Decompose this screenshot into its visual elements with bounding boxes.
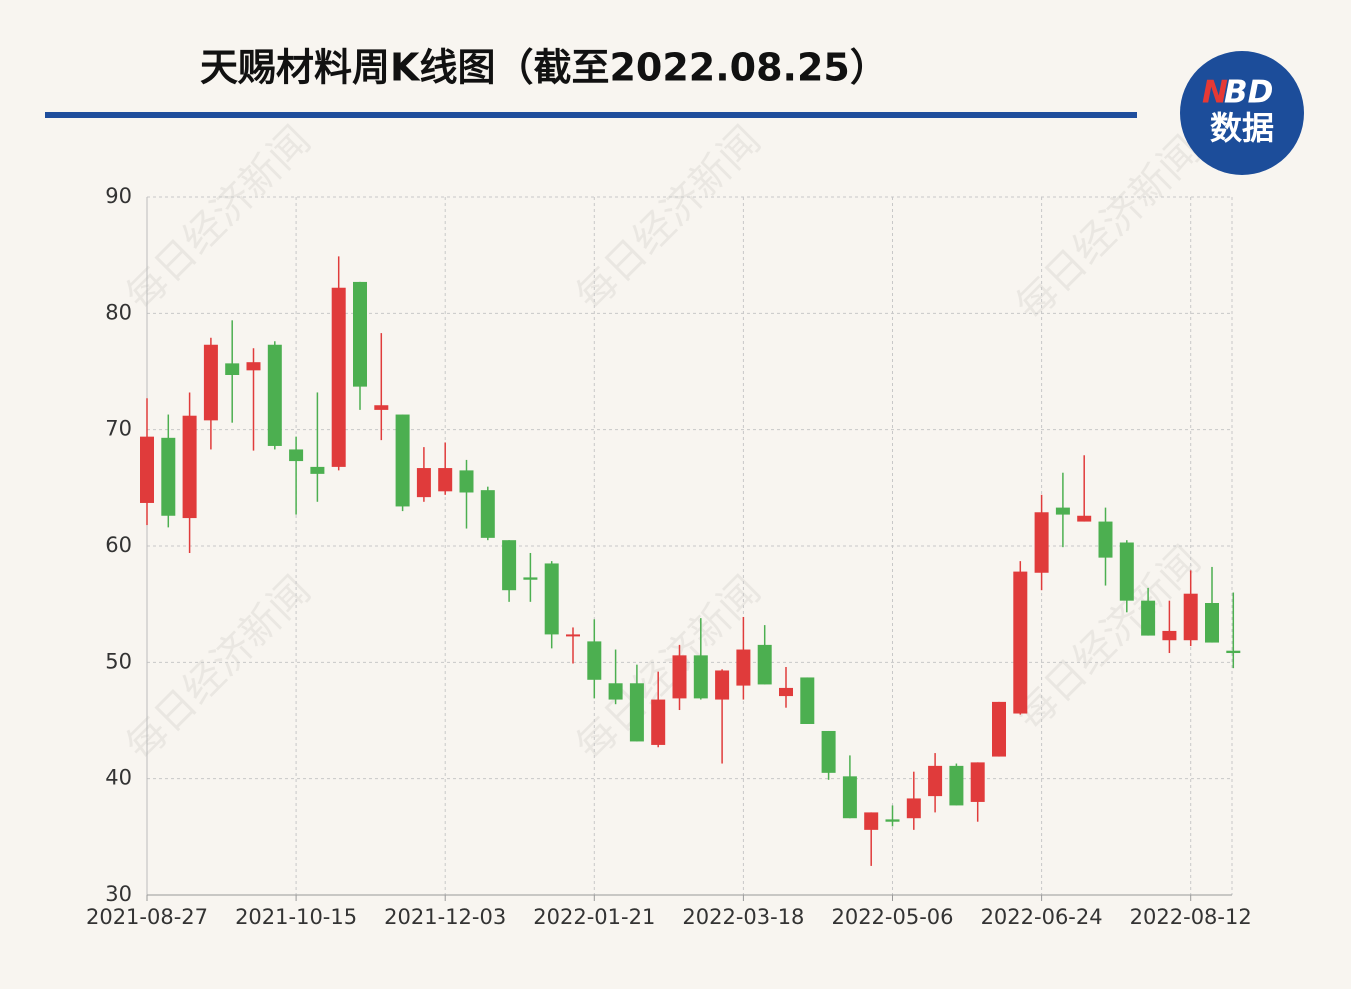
candle-body bbox=[502, 540, 517, 591]
candle-body bbox=[992, 701, 1006, 757]
x-tick-label: 2022-05-06 bbox=[831, 905, 953, 929]
candle-body bbox=[459, 470, 474, 493]
x-tick-label: 2021-08-27 bbox=[86, 905, 208, 929]
candle-body bbox=[949, 765, 964, 806]
x-tick-label: 2022-08-12 bbox=[1130, 905, 1252, 929]
candle-body bbox=[629, 683, 644, 742]
candle-body bbox=[715, 670, 730, 700]
candle-body bbox=[864, 812, 879, 830]
candle-body bbox=[289, 449, 304, 462]
candle-body bbox=[842, 776, 857, 819]
x-tick-label: 2021-10-15 bbox=[235, 905, 357, 929]
candle-body bbox=[651, 699, 666, 745]
candle-body bbox=[1141, 600, 1156, 636]
candle-body bbox=[353, 281, 367, 387]
candle-body bbox=[1013, 571, 1028, 714]
candle-body bbox=[374, 405, 389, 410]
candle-body bbox=[438, 468, 453, 492]
x-tick-label: 2022-03-18 bbox=[682, 905, 804, 929]
x-tick-label: 2022-06-24 bbox=[981, 905, 1103, 929]
candle-body bbox=[906, 798, 921, 819]
candle-body bbox=[779, 687, 793, 697]
y-tick-label: 80 bbox=[105, 300, 132, 324]
y-tick-label: 60 bbox=[105, 533, 132, 557]
y-tick-label: 90 bbox=[105, 184, 132, 208]
y-tick-label: 30 bbox=[105, 882, 132, 906]
y-tick-label: 70 bbox=[105, 417, 132, 441]
logo-text: 数据 bbox=[1210, 109, 1274, 147]
candle-body bbox=[310, 466, 325, 474]
x-tick-label: 2022-01-21 bbox=[533, 905, 655, 929]
candle-body bbox=[140, 436, 154, 503]
candle-body bbox=[566, 634, 580, 637]
candle-body bbox=[246, 362, 261, 371]
candle-body bbox=[672, 655, 687, 699]
candle-body bbox=[757, 644, 772, 685]
candle-body bbox=[1055, 507, 1070, 515]
chart-title: 天赐材料周K线图（截至2022.08.25） bbox=[200, 46, 888, 90]
candle-body bbox=[182, 415, 197, 519]
candle-body bbox=[267, 344, 282, 446]
title-rule bbox=[45, 112, 1137, 118]
candle-body bbox=[161, 437, 176, 516]
candle-body bbox=[1183, 593, 1198, 641]
candle-body bbox=[480, 490, 495, 538]
candle-body bbox=[544, 563, 559, 635]
candle-body bbox=[395, 414, 410, 507]
y-tick-label: 50 bbox=[105, 649, 132, 673]
candle-body bbox=[1226, 650, 1241, 654]
candle-body bbox=[331, 287, 346, 467]
candle-body bbox=[225, 363, 240, 375]
candle-body bbox=[1162, 630, 1177, 641]
candle-body bbox=[1119, 542, 1134, 601]
candle-body bbox=[416, 468, 431, 498]
candle-body bbox=[523, 577, 538, 580]
candle-body bbox=[1077, 515, 1092, 522]
x-tick-label: 2021-12-03 bbox=[384, 905, 506, 929]
candle-body bbox=[1034, 512, 1049, 573]
candle-body bbox=[736, 649, 751, 686]
candle-body bbox=[928, 765, 943, 797]
logo-n: N bbox=[1202, 75, 1228, 111]
candle-body bbox=[821, 730, 836, 773]
y-tick-label: 40 bbox=[105, 766, 132, 790]
candle-body bbox=[693, 655, 708, 699]
candle-body bbox=[203, 344, 218, 421]
logo bbox=[1180, 51, 1304, 175]
candle-body bbox=[800, 677, 815, 724]
candle-body bbox=[885, 819, 900, 822]
candle-body bbox=[1098, 521, 1113, 558]
candle-body bbox=[587, 641, 602, 680]
plot: 30 40 50 60 70 80 90 2021-08-27 2021-10-15 2021-1… bbox=[86, 184, 1252, 929]
candle-body bbox=[970, 762, 985, 802]
candle-body bbox=[1205, 603, 1219, 643]
candle-body bbox=[608, 683, 623, 700]
logo-bd: BD bbox=[1224, 75, 1273, 111]
